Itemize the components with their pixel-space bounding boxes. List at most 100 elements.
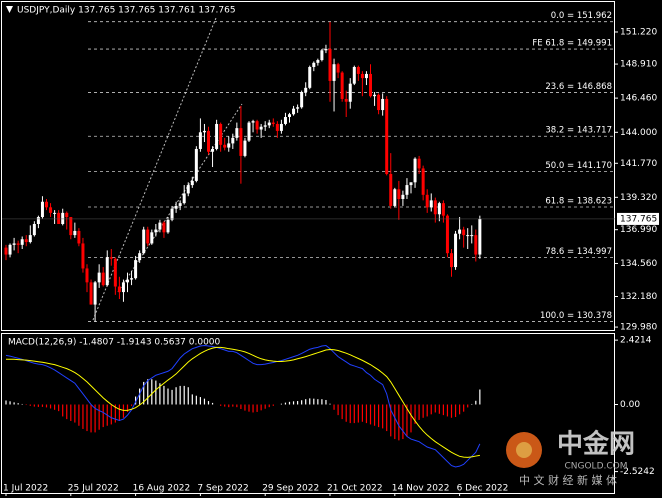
x-tick-label: 21 Oct 2022 xyxy=(327,484,383,494)
candle-body xyxy=(328,48,332,81)
candle-body xyxy=(466,235,470,237)
candle-body xyxy=(352,66,356,84)
candle-body xyxy=(182,193,186,204)
candle-body xyxy=(12,243,16,245)
candle-body xyxy=(85,268,89,283)
candle-body xyxy=(474,235,478,255)
candle-body xyxy=(211,148,215,152)
candle-body xyxy=(231,137,235,144)
candle-body xyxy=(174,205,178,209)
x-tick-label: 6 Dec 2022 xyxy=(457,484,509,494)
y-tick-label: 129.980 xyxy=(620,323,657,333)
candle-body xyxy=(470,235,474,237)
y-tick-label: 0.00 xyxy=(620,400,640,410)
fib-level-label: 0.0 = 151.962 xyxy=(551,11,612,21)
y-tick-label: 141.770 xyxy=(620,159,657,169)
candle-body xyxy=(259,126,263,130)
candle-body xyxy=(73,230,77,236)
candle-body xyxy=(113,258,117,287)
candle-body xyxy=(81,243,85,269)
candle-body xyxy=(166,219,170,233)
x-tick-label: 25 Jul 2022 xyxy=(68,484,119,494)
candle-body xyxy=(401,194,405,199)
candle-body xyxy=(364,73,368,79)
candle-body xyxy=(158,222,162,230)
candle-body xyxy=(194,148,198,181)
candle-body xyxy=(437,203,441,215)
y-tick-label: 139.320 xyxy=(620,193,657,203)
candle-body xyxy=(202,130,206,133)
candle-body xyxy=(393,189,397,206)
candle-body xyxy=(8,244,12,255)
candle-body xyxy=(105,257,109,286)
fib-level-label: 50.0 = 141.170 xyxy=(545,161,612,171)
candle-body xyxy=(198,132,202,149)
candle-body xyxy=(425,194,429,208)
candle-body xyxy=(441,203,445,216)
last-price-label: 137.765 xyxy=(620,214,657,224)
candle-body xyxy=(186,185,190,194)
candle-body xyxy=(162,222,166,233)
candle-body xyxy=(69,217,73,236)
candle-body xyxy=(336,64,340,73)
candle-body xyxy=(458,229,462,234)
candle-body xyxy=(454,233,458,268)
candle-body xyxy=(405,185,409,195)
candle-body xyxy=(227,143,231,148)
candle-body xyxy=(271,122,275,124)
last-price-box xyxy=(617,212,659,225)
candle-body xyxy=(348,83,352,102)
candle-body xyxy=(235,128,239,138)
macd-line xyxy=(5,344,481,468)
candle-body xyxy=(381,98,385,111)
macd-label: MACD(12,26,9) -1.4807 -1.9143 0.5637 0.0… xyxy=(8,338,221,348)
candle-body xyxy=(320,50,324,61)
candle-body xyxy=(340,72,344,99)
y-tick-label: 151.220 xyxy=(620,27,657,37)
candle-body xyxy=(421,168,425,195)
watermark-logo-core xyxy=(516,442,532,458)
candle-body xyxy=(292,108,296,115)
candle-body xyxy=(28,235,32,243)
candle-body xyxy=(288,114,291,118)
macd-line xyxy=(6,346,480,458)
macd-panel-frame xyxy=(1,333,615,494)
candle-body xyxy=(117,286,121,293)
candle-body xyxy=(397,189,401,199)
candle-body xyxy=(316,60,320,63)
x-tick-label: 1 Jul 2022 xyxy=(3,484,48,494)
x-tick-label: 14 Nov 2022 xyxy=(392,484,450,494)
candle-body xyxy=(243,140,247,156)
candle-body xyxy=(45,201,48,208)
candle-body xyxy=(255,121,259,130)
fib-level-label: 61.8 = 138.623 xyxy=(545,197,612,207)
candle-body xyxy=(190,180,194,186)
fib-level-label: 78.6 = 134.997 xyxy=(545,247,612,257)
y-tick-label: 134.560 xyxy=(620,259,657,269)
candle-body xyxy=(65,212,69,218)
candle-body xyxy=(429,200,433,208)
candle-body xyxy=(247,122,251,141)
candle-body xyxy=(134,260,138,279)
candle-body xyxy=(178,203,182,206)
y-tick-label: -2.5242 xyxy=(620,467,655,477)
candle-body xyxy=(57,212,61,224)
candle-body xyxy=(385,98,389,174)
candle-body xyxy=(40,201,44,218)
candle-body xyxy=(304,87,308,93)
candle-body xyxy=(32,223,36,236)
candle-body xyxy=(126,279,129,283)
candle-body xyxy=(450,253,453,268)
symbol-icon xyxy=(6,6,13,13)
candle-body xyxy=(142,229,146,254)
candle-body xyxy=(275,123,279,131)
candle-body xyxy=(369,73,372,97)
fib-level-label: 38.2 = 143.717 xyxy=(545,126,612,136)
candle-body xyxy=(146,229,150,244)
candles xyxy=(4,21,482,322)
candle-body xyxy=(413,158,417,183)
y-tick-label: 136.990 xyxy=(620,225,657,235)
candle-body xyxy=(373,94,377,97)
